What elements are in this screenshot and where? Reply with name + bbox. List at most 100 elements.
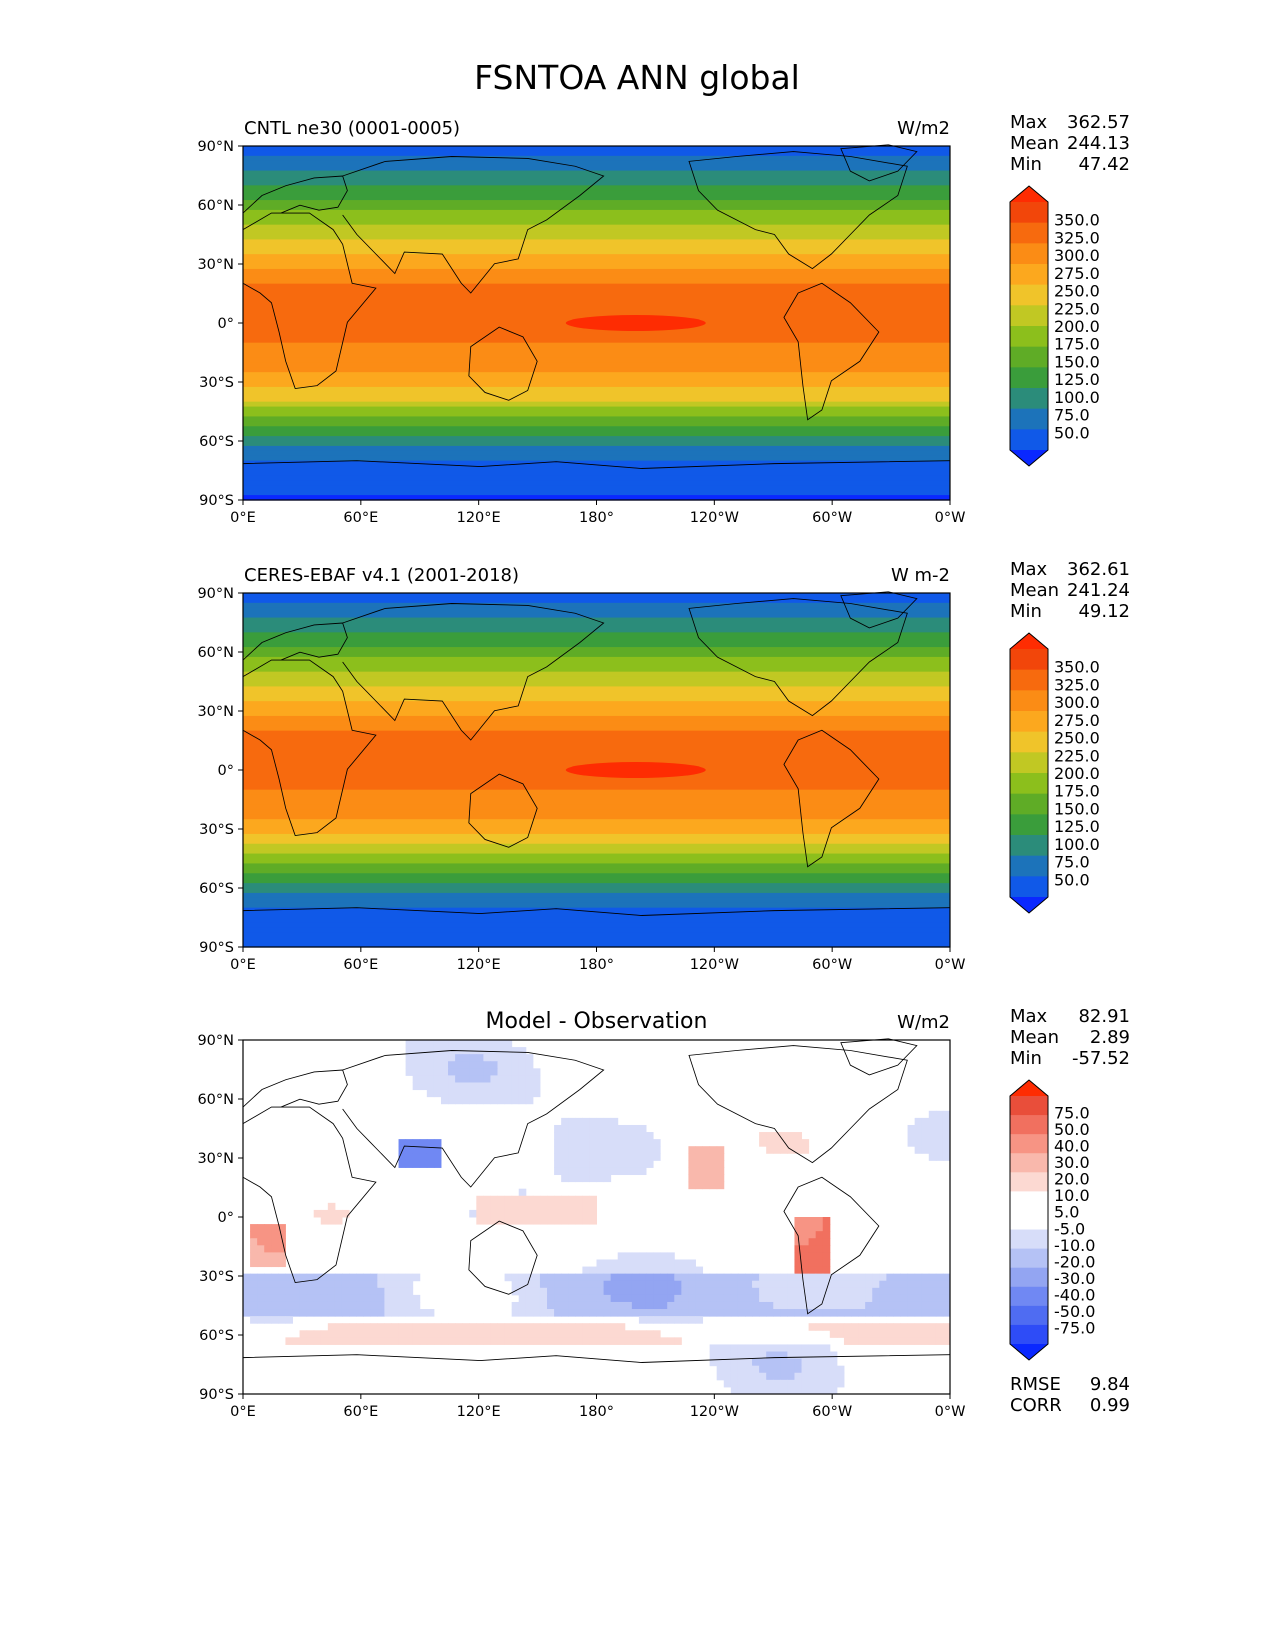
colorbar-extend-min [1010, 450, 1048, 466]
difference-cell [624, 1132, 633, 1140]
difference-cell [568, 1280, 576, 1289]
difference-cell [455, 1089, 463, 1098]
difference-cell [292, 1273, 301, 1282]
difference-cell [808, 1386, 817, 1395]
difference-cell [462, 1089, 470, 1098]
difference-cell [596, 1139, 605, 1147]
difference-cell [780, 1379, 788, 1388]
difference-cell [780, 1139, 788, 1147]
difference-cell [469, 1209, 477, 1218]
difference-cell [419, 1153, 428, 1161]
difference-cell [928, 1301, 937, 1310]
difference-cell [808, 1301, 817, 1310]
difference-cell [575, 1217, 583, 1225]
difference-cell [518, 1096, 527, 1105]
difference-cell [589, 1160, 597, 1168]
difference-cell [773, 1280, 781, 1289]
difference-cell [490, 1054, 499, 1062]
difference-cell [780, 1351, 788, 1360]
difference-cell [525, 1068, 534, 1076]
model-band [243, 332, 950, 339]
difference-cell [264, 1252, 272, 1260]
difference-cell [532, 1075, 541, 1083]
difference-cell [547, 1287, 555, 1296]
difference-cell [759, 1351, 767, 1360]
difference-cell [836, 1287, 845, 1296]
difference-cell [843, 1280, 852, 1289]
difference-cell [709, 1160, 718, 1168]
observation-band [243, 912, 950, 919]
difference-cell [539, 1273, 548, 1282]
difference-cell [794, 1287, 803, 1296]
difference-cell [582, 1153, 590, 1161]
difference-cell [653, 1294, 661, 1303]
difference-cell [624, 1124, 633, 1133]
difference-cell [433, 1153, 442, 1161]
difference-cell [638, 1337, 647, 1345]
difference-cell [596, 1160, 605, 1168]
difference-cell [334, 1209, 343, 1218]
difference-cell [327, 1309, 336, 1317]
difference-cell [483, 1040, 491, 1048]
difference-cell [582, 1132, 590, 1140]
difference-cell [638, 1160, 647, 1168]
difference-cell [801, 1379, 810, 1388]
difference-cell [504, 1273, 513, 1282]
difference-cell [638, 1309, 647, 1317]
difference-cell [391, 1273, 400, 1282]
difference-cell [780, 1132, 788, 1140]
difference-cell [341, 1309, 350, 1317]
difference-cell [405, 1040, 414, 1048]
difference-cell [709, 1181, 718, 1190]
difference-cell [349, 1273, 357, 1282]
difference-cell [476, 1337, 484, 1345]
difference-cell [490, 1209, 499, 1218]
difference-cell [660, 1316, 668, 1324]
difference-cell [525, 1061, 534, 1069]
difference-cell [617, 1330, 626, 1338]
difference-cell [843, 1273, 852, 1282]
difference-cell [787, 1386, 795, 1395]
difference-cell [900, 1309, 909, 1317]
difference-cell [603, 1323, 612, 1331]
y-tick-label: 0° [218, 1210, 234, 1226]
model-band [243, 337, 950, 344]
difference-cell [504, 1047, 513, 1055]
difference-cell [271, 1224, 279, 1232]
difference-cell [596, 1273, 605, 1282]
difference-cell [843, 1301, 852, 1310]
difference-cell [568, 1287, 576, 1296]
difference-cell [808, 1252, 817, 1260]
difference-cell [645, 1132, 654, 1140]
difference-cell [815, 1259, 824, 1268]
difference-cell [320, 1217, 329, 1225]
colorbar-tick-label: -75.0 [1054, 1318, 1095, 1337]
observation-colorbar: 350.0325.0300.0275.0250.0225.0200.0175.0… [1009, 632, 1100, 914]
difference-cell [716, 1294, 725, 1303]
difference-cell [299, 1273, 308, 1282]
y-tick-label: 90°N [197, 1033, 234, 1049]
difference-cell [306, 1330, 315, 1338]
difference-cell [384, 1294, 392, 1303]
model-field [243, 146, 950, 501]
difference-cell [921, 1294, 930, 1303]
difference-cell [723, 1379, 732, 1388]
difference-cell [299, 1294, 308, 1303]
difference-cell [610, 1153, 619, 1161]
x-tick-label: 180° [579, 1404, 614, 1420]
model-band [243, 475, 950, 481]
difference-cell [575, 1132, 583, 1140]
difference-cell [511, 1280, 520, 1289]
difference-cell [716, 1344, 725, 1353]
difference-cell [497, 1040, 506, 1048]
difference-cell [306, 1280, 315, 1289]
difference-cell [327, 1273, 336, 1282]
difference-cell [532, 1294, 541, 1303]
difference-cell [773, 1139, 781, 1147]
difference-cell [921, 1323, 930, 1331]
difference-cell [320, 1294, 329, 1303]
difference-cell [631, 1301, 640, 1310]
y-tick-label: 90°S [199, 940, 234, 956]
difference-cell [752, 1372, 760, 1381]
difference-cell [603, 1309, 612, 1317]
